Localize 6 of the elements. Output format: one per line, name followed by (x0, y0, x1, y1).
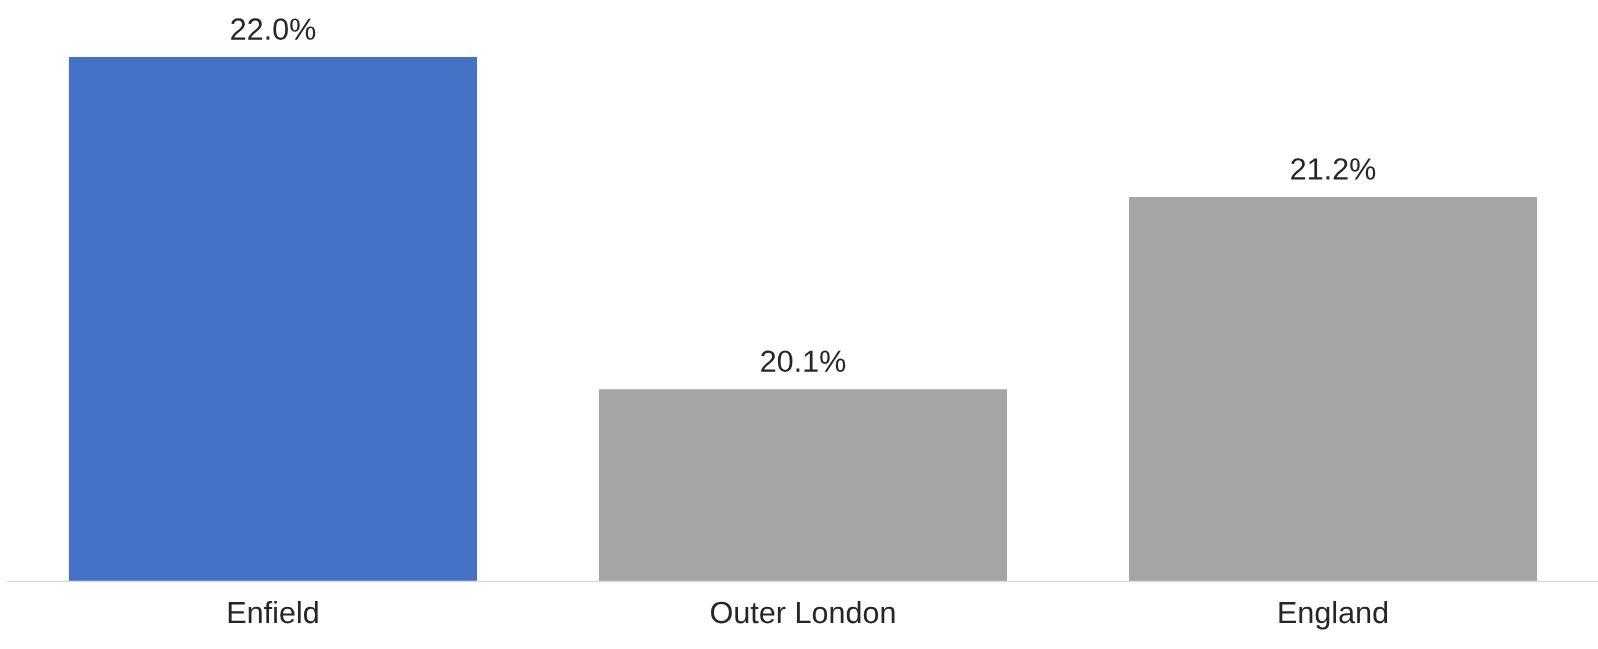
data-label: 21.2% (1291, 158, 1376, 180)
data-label: 20.1% (761, 350, 846, 373)
x-tick-label: Outer London (711, 600, 895, 624)
data-label: 22.0% (231, 18, 316, 40)
x-tick-label: Enfield (228, 600, 318, 624)
x-tick-label: England (1279, 600, 1388, 630)
